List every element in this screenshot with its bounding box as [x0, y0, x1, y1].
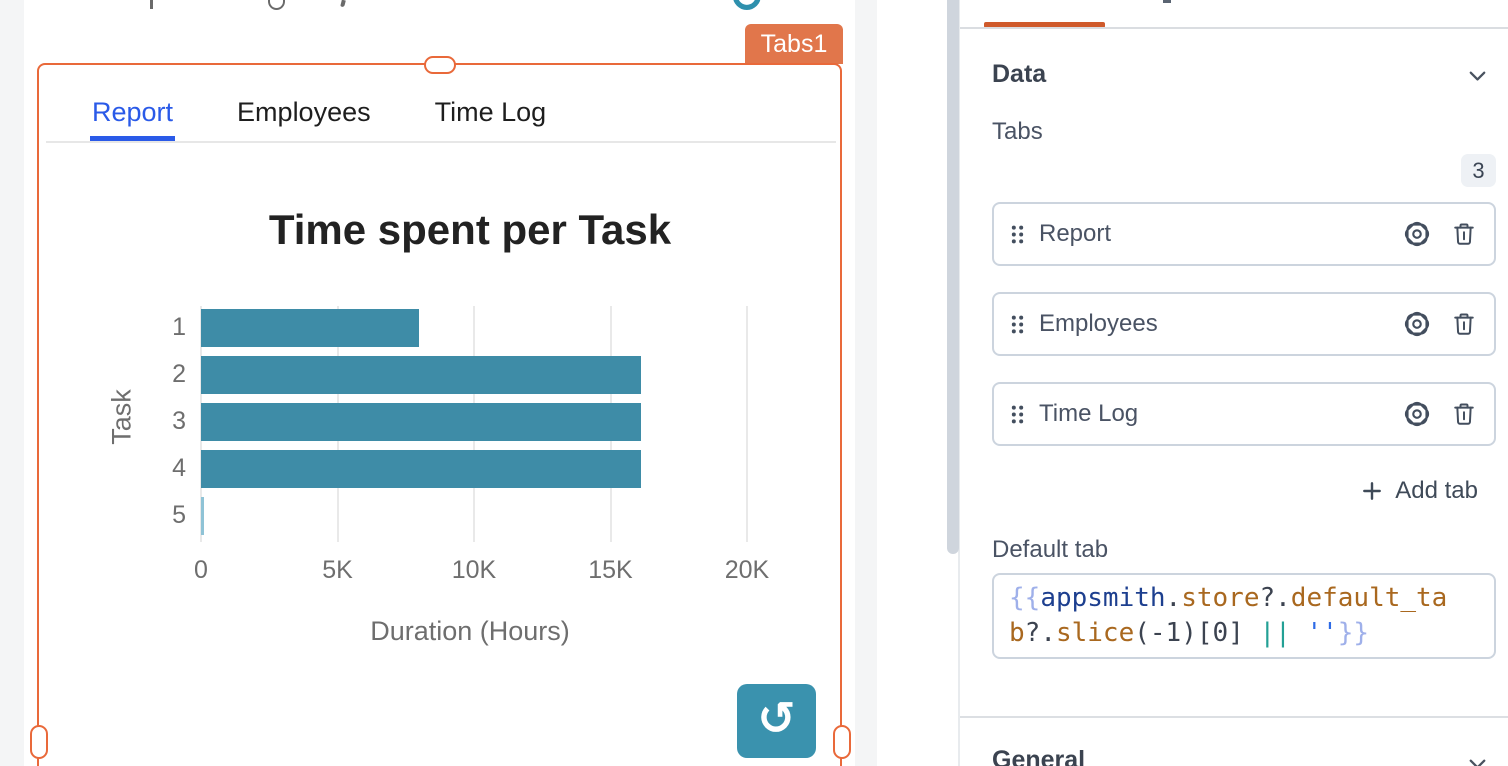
code-token: ?: [1024, 618, 1041, 648]
tab-item-label: Employees: [1039, 310, 1158, 337]
chart-bar: [201, 309, 420, 347]
drag-handle-icon: [1011, 405, 1024, 423]
plus-icon: [1363, 482, 1382, 500]
tab-item-label: Time Log: [1039, 400, 1139, 427]
drag-handle-icon: [1011, 225, 1024, 243]
chart-x-tick-label: 5K: [322, 556, 353, 584]
tab-settings-button[interactable]: [1402, 309, 1432, 339]
chart-category-label: 4: [172, 454, 186, 482]
cropped-text-fragment: [1163, 0, 1171, 3]
chevron-down-icon[interactable]: [1464, 750, 1491, 766]
widget-tab-report[interactable]: Report: [90, 97, 176, 141]
cropped-text-fragment: [150, 0, 153, 9]
drag-handle[interactable]: [1010, 314, 1025, 335]
widget-tab-time-log[interactable]: Time Log: [434, 97, 547, 127]
tab-settings-button[interactable]: [1402, 399, 1432, 429]
resize-handle-bottom-right[interactable]: [833, 725, 851, 759]
chart-category-label: 5: [172, 501, 186, 529]
code-token: [1244, 618, 1260, 648]
cropped-text-fragment: [340, 0, 346, 8]
code-token: (-1)[0]: [1134, 618, 1244, 648]
tab-delete-button[interactable]: [1450, 310, 1478, 338]
code-token: .: [1165, 583, 1182, 613]
tab-item-row: Report: [992, 202, 1496, 266]
chart-x-tick-label: 0: [194, 556, 208, 584]
trash-icon: [1454, 313, 1474, 335]
canvas-left-gutter: [0, 0, 24, 766]
code-token: store: [1181, 583, 1260, 613]
widget-name-badge[interactable]: Tabs1: [745, 24, 843, 64]
drag-handle-icon: [1011, 315, 1024, 333]
code-token: '': [1306, 618, 1338, 648]
chart-x-tick-label: 10K: [451, 556, 497, 584]
code-token: ||: [1259, 618, 1291, 648]
divider: [960, 716, 1508, 718]
chart-y-axis-label: Task: [106, 389, 137, 445]
chart-gridline: [746, 306, 748, 542]
refresh-icon: ↺: [729, 0, 766, 23]
resize-handle-bottom-left[interactable]: [30, 725, 48, 759]
add-tab-label: Add tab: [1395, 477, 1478, 504]
drag-handle[interactable]: [1010, 224, 1025, 245]
data-section-header[interactable]: Data: [992, 60, 1047, 88]
trash-icon: [1454, 403, 1474, 425]
general-section-header[interactable]: General: [992, 746, 1086, 766]
property-pane-border: [958, 0, 960, 766]
gear-icon: [1404, 311, 1430, 337]
chart-bar: [201, 403, 641, 441]
tab-item-list: Report Employees Time Log: [992, 202, 1496, 472]
divider: [960, 27, 1508, 29]
active-pane-tab-indicator: [984, 22, 1105, 28]
scrollbar-thumb[interactable]: [947, 0, 959, 554]
chart-bar: [201, 450, 641, 488]
drag-handle[interactable]: [1010, 404, 1025, 425]
code-token: .: [1040, 618, 1056, 648]
tab-item-label: Report: [1039, 220, 1112, 247]
refresh-icon: ↺: [757, 691, 796, 745]
cropped-text-fragment: [268, 0, 285, 10]
tab-item-row: Time Log: [992, 382, 1496, 446]
chart-category-label: 1: [172, 313, 186, 341]
tabs-field-label: Tabs: [992, 118, 1043, 145]
resize-handle-top[interactable]: [424, 56, 456, 74]
code-token: {{: [1009, 583, 1041, 613]
chart-x-tick-label: 20K: [724, 556, 770, 584]
code-token: }}: [1337, 618, 1370, 648]
code-token: [1291, 618, 1307, 648]
code-token: default_tab: [1009, 583, 1448, 648]
tab-count-badge: 3: [1461, 154, 1496, 187]
trash-icon: [1454, 223, 1474, 245]
active-tab-indicator: [90, 136, 176, 141]
chart-bar: [201, 497, 204, 535]
gear-icon: [1404, 401, 1430, 427]
tab-settings-button[interactable]: [1402, 219, 1432, 249]
chart-title: Time spent per Task: [268, 206, 672, 253]
add-tab-button[interactable]: Add tab: [992, 472, 1496, 510]
code-token: slice: [1055, 618, 1135, 648]
chart-x-tick-label: 15K: [588, 556, 633, 584]
tab-delete-button[interactable]: [1450, 400, 1478, 428]
widget-tab-employees[interactable]: Employees: [237, 97, 371, 127]
refresh-button[interactable]: ↺: [737, 684, 816, 758]
code-token: ?.: [1259, 583, 1291, 613]
chevron-down-icon[interactable]: [1464, 62, 1491, 94]
tab-item-row: Employees: [992, 292, 1496, 356]
code-token: appsmith: [1040, 583, 1166, 613]
widget-tab-bar: Report Employees Time Log: [46, 97, 836, 143]
gear-icon: [1404, 221, 1430, 247]
default-tab-label: Default tab: [992, 536, 1109, 563]
tab-delete-button[interactable]: [1450, 220, 1478, 248]
canvas-right-gutter: [855, 0, 877, 766]
default-tab-code-editor[interactable]: {{appsmith.store?.default_tab?.slice(-1)…: [992, 573, 1496, 659]
chart-bar: [201, 356, 641, 394]
chart-x-axis-label: Duration (Hours): [370, 616, 570, 646]
chart-category-label: 2: [172, 360, 186, 388]
chart-category-label: 3: [172, 407, 186, 435]
